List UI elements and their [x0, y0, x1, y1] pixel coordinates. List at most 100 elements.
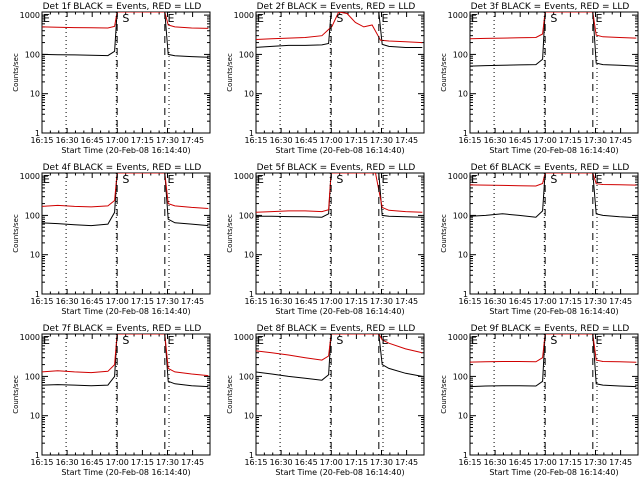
- event-marker-label: S: [550, 173, 557, 186]
- x-tick-label: 16:15: [458, 297, 481, 306]
- x-axis-label: Start Time (20-Feb-08 16:14:40): [61, 468, 190, 477]
- x-tick-label: 17:15: [345, 297, 368, 306]
- y-tick-label: 1: [35, 451, 40, 460]
- event-marker-label: S: [122, 173, 129, 186]
- x-tick-label: 16:45: [81, 136, 104, 145]
- x-tick-label: 17:30: [584, 136, 607, 145]
- x-tick-label: 17:30: [370, 136, 393, 145]
- x-tick-label: 17:30: [370, 458, 393, 467]
- x-tick-label: 16:45: [295, 297, 318, 306]
- x-tick-label: 17:00: [534, 136, 557, 145]
- plot-frame: [41, 333, 211, 456]
- panel-9: Det 9f BLACK = Events, RED = LLD 1 10 100 10…: [440, 324, 639, 477]
- series-line-events: [470, 173, 637, 219]
- y-tick-label: 10: [30, 90, 40, 99]
- x-tick-label: 17:15: [559, 136, 582, 145]
- x-tick-label: 16:45: [509, 458, 532, 467]
- x-tick-label: 17:15: [131, 297, 154, 306]
- panel-1: Det 1f BLACK = Events, RED = LLD 1 10 100 10…: [12, 2, 211, 155]
- y-tick-label: 100: [239, 50, 254, 59]
- plot-frame: [469, 172, 639, 295]
- x-tick-label: 16:30: [484, 136, 507, 145]
- series-line-lld: [256, 173, 423, 213]
- x-tick-label: 17:00: [106, 297, 129, 306]
- x-tick-label: 16:15: [30, 136, 53, 145]
- event-marker-label: E: [167, 12, 174, 25]
- y-tick-label: 1: [35, 129, 40, 138]
- x-tick-label: 16:30: [484, 458, 507, 467]
- panel-title: Det 2f BLACK = Events, RED = LLD: [257, 2, 416, 12]
- y-axis-label: Counts/sec: [440, 375, 448, 414]
- x-tick-label: 16:45: [295, 458, 318, 467]
- panel-title: Det 5f BLACK = Events, RED = LLD: [257, 163, 416, 173]
- x-tick-label: 17:15: [131, 136, 154, 145]
- event-marker-label: E: [471, 12, 478, 25]
- event-marker-label: S: [122, 334, 129, 347]
- panel-title: Det 1f BLACK = Events, RED = LLD: [43, 2, 202, 12]
- x-tick-label: 16:30: [270, 136, 293, 145]
- series-line-events: [42, 12, 209, 58]
- plot-frame: [469, 333, 639, 456]
- y-tick-label: 10: [30, 412, 40, 421]
- x-tick-label: 17:00: [320, 458, 343, 467]
- x-tick-label: 16:45: [81, 297, 104, 306]
- event-marker-label: E: [167, 334, 174, 347]
- series-layer: [470, 12, 637, 67]
- y-tick-label: 100: [25, 211, 40, 220]
- series-layer: [470, 334, 637, 388]
- panel-8: Det 8f BLACK = Events, RED = LLD 1 10 100 10…: [226, 324, 425, 477]
- y-tick-label: 10: [244, 251, 254, 260]
- x-tick-label: 17:30: [370, 297, 393, 306]
- x-axis-label: Start Time (20-Feb-08 16:14:40): [489, 468, 618, 477]
- y-tick-label: 1000: [234, 333, 254, 342]
- event-marker-label: E: [471, 173, 478, 186]
- y-tick-label: 10: [244, 412, 254, 421]
- x-axis-label: Start Time (20-Feb-08 16:14:40): [275, 146, 404, 155]
- x-tick-label: 16:15: [244, 297, 267, 306]
- panel-3: Det 3f BLACK = Events, RED = LLD 1 10 100 10…: [440, 2, 639, 155]
- x-tick-label: 16:15: [244, 136, 267, 145]
- plot-frame: [41, 11, 211, 134]
- y-tick-label: 1000: [20, 333, 40, 342]
- series-line-events: [470, 334, 637, 388]
- x-tick-label: 17:45: [181, 458, 204, 467]
- y-tick-label: 1: [463, 129, 468, 138]
- event-marker-label: E: [257, 334, 264, 347]
- x-tick-label: 17:45: [609, 136, 632, 145]
- series-line-lld: [470, 173, 637, 187]
- x-tick-label: 17:15: [345, 458, 368, 467]
- y-axis-label: Counts/sec: [226, 53, 234, 92]
- y-tick-label: 10: [244, 90, 254, 99]
- y-tick-label: 100: [453, 50, 468, 59]
- y-tick-label: 1: [249, 129, 254, 138]
- panel-6: Det 6f BLACK = Events, RED = LLD 1 10 100 10…: [440, 163, 639, 316]
- event-marker-label: S: [336, 173, 343, 186]
- y-tick-label: 10: [458, 90, 468, 99]
- x-tick-label: 17:00: [534, 297, 557, 306]
- series-line-lld: [470, 12, 637, 40]
- x-tick-label: 16:15: [244, 458, 267, 467]
- x-tick-label: 17:30: [156, 136, 179, 145]
- series-line-lld: [256, 334, 423, 361]
- x-tick-label: 17:30: [156, 297, 179, 306]
- event-marker-label: E: [471, 334, 478, 347]
- y-tick-label: 100: [239, 211, 254, 220]
- x-tick-label: 16:45: [509, 297, 532, 306]
- x-tick-label: 17:45: [609, 458, 632, 467]
- x-axis-label: Start Time (20-Feb-08 16:14:40): [489, 307, 618, 316]
- series-line-lld: [256, 12, 423, 44]
- event-marker-label: E: [167, 173, 174, 186]
- x-tick-label: 17:15: [559, 297, 582, 306]
- x-tick-label: 17:45: [181, 297, 204, 306]
- x-tick-label: 17:15: [559, 458, 582, 467]
- y-axis-label: Counts/sec: [12, 214, 20, 253]
- plot-frame: [469, 11, 639, 134]
- x-tick-label: 17:30: [156, 458, 179, 467]
- panel-title: Det 4f BLACK = Events, RED = LLD: [43, 163, 202, 173]
- y-tick-label: 10: [458, 412, 468, 421]
- x-tick-label: 17:45: [395, 458, 418, 467]
- y-tick-label: 10: [30, 251, 40, 260]
- y-tick-label: 100: [25, 50, 40, 59]
- x-tick-label: 17:30: [584, 297, 607, 306]
